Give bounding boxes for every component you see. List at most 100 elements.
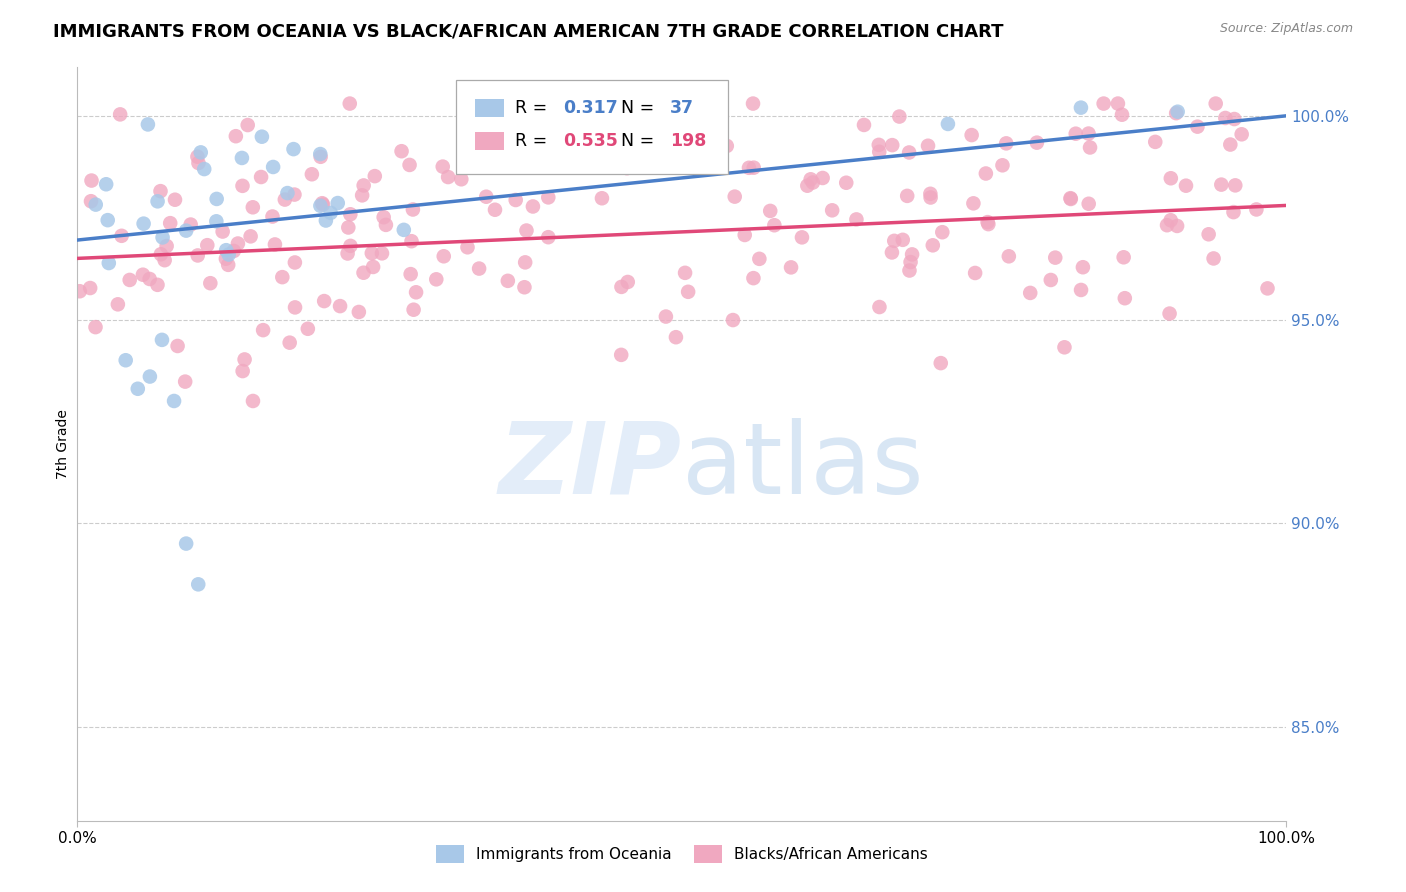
Point: [215, 252, 238, 266]
Point: [1112, 250, 1135, 264]
Point: [976, 215, 998, 229]
Point: [537, 190, 560, 204]
Point: [917, 138, 939, 153]
Point: [152, 230, 174, 244]
Point: [136, 117, 159, 131]
Point: [522, 199, 544, 213]
Point: [79, 281, 101, 295]
Point: [537, 230, 560, 244]
Point: [336, 246, 359, 260]
Point: [1160, 213, 1182, 227]
Point: [319, 206, 342, 220]
Point: [391, 145, 413, 159]
Point: [231, 178, 253, 193]
Point: [309, 199, 332, 213]
Point: [868, 137, 890, 152]
Point: [1230, 128, 1253, 142]
Legend: Immigrants from Oceania, Blacks/African Americans: Immigrants from Oceania, Blacks/African …: [430, 838, 934, 870]
Point: [150, 333, 173, 347]
Text: R =: R =: [515, 99, 553, 117]
Point: [676, 285, 699, 299]
Point: [401, 234, 423, 248]
Point: [931, 225, 953, 239]
Point: [1092, 96, 1115, 111]
Point: [960, 128, 983, 142]
Point: [1223, 112, 1246, 126]
Y-axis label: 7th Grade: 7th Grade: [56, 409, 70, 479]
Point: [329, 299, 352, 313]
Point: [882, 138, 904, 153]
Point: [936, 117, 959, 131]
Point: [965, 266, 987, 280]
Point: [398, 158, 420, 172]
Text: R =: R =: [515, 132, 553, 150]
Point: [205, 214, 228, 228]
Point: [610, 348, 633, 362]
Point: [225, 129, 247, 144]
Point: [339, 239, 361, 253]
Point: [193, 162, 215, 177]
Point: [734, 227, 756, 242]
Point: [215, 243, 238, 257]
Point: [278, 335, 301, 350]
Point: [218, 247, 240, 261]
Point: [852, 118, 875, 132]
Point: [721, 313, 744, 327]
Point: [796, 178, 818, 193]
Point: [475, 190, 498, 204]
Point: [1144, 135, 1167, 149]
Point: [149, 247, 172, 261]
Point: [763, 219, 786, 233]
Point: [149, 184, 172, 198]
Point: [898, 145, 921, 160]
Point: [231, 151, 253, 165]
Point: [250, 169, 273, 184]
Point: [250, 129, 273, 144]
Point: [641, 136, 664, 151]
Point: [84, 197, 107, 211]
Point: [312, 197, 335, 211]
Point: [339, 207, 361, 221]
Point: [1077, 196, 1099, 211]
Point: [845, 212, 868, 227]
Point: [239, 229, 262, 244]
Point: [405, 285, 427, 300]
FancyBboxPatch shape: [456, 79, 728, 174]
Point: [1156, 218, 1178, 232]
Point: [1225, 178, 1247, 193]
Point: [97, 256, 120, 270]
Point: [153, 253, 176, 268]
Text: Source: ZipAtlas.com: Source: ZipAtlas.com: [1219, 22, 1353, 36]
Point: [180, 218, 202, 232]
Point: [1071, 260, 1094, 275]
Point: [217, 258, 239, 272]
Point: [921, 238, 943, 252]
Point: [1078, 140, 1101, 154]
Point: [425, 272, 447, 286]
Point: [991, 158, 1014, 172]
Point: [1064, 127, 1087, 141]
Point: [616, 275, 638, 289]
Point: [360, 246, 382, 260]
Point: [1159, 307, 1181, 321]
Point: [433, 249, 456, 263]
Point: [226, 236, 249, 251]
Point: [80, 194, 103, 209]
Point: [392, 223, 415, 237]
Point: [309, 150, 332, 164]
Point: [742, 161, 765, 175]
Point: [186, 150, 208, 164]
Point: [742, 96, 765, 111]
Point: [1175, 178, 1198, 193]
Point: [284, 301, 307, 315]
Point: [337, 220, 360, 235]
Text: 198: 198: [669, 132, 706, 150]
Point: [724, 189, 747, 203]
Point: [432, 160, 454, 174]
Point: [1039, 273, 1062, 287]
Point: [998, 249, 1021, 263]
Point: [716, 139, 738, 153]
Point: [1025, 136, 1047, 150]
Point: [742, 271, 765, 285]
Point: [233, 352, 256, 367]
